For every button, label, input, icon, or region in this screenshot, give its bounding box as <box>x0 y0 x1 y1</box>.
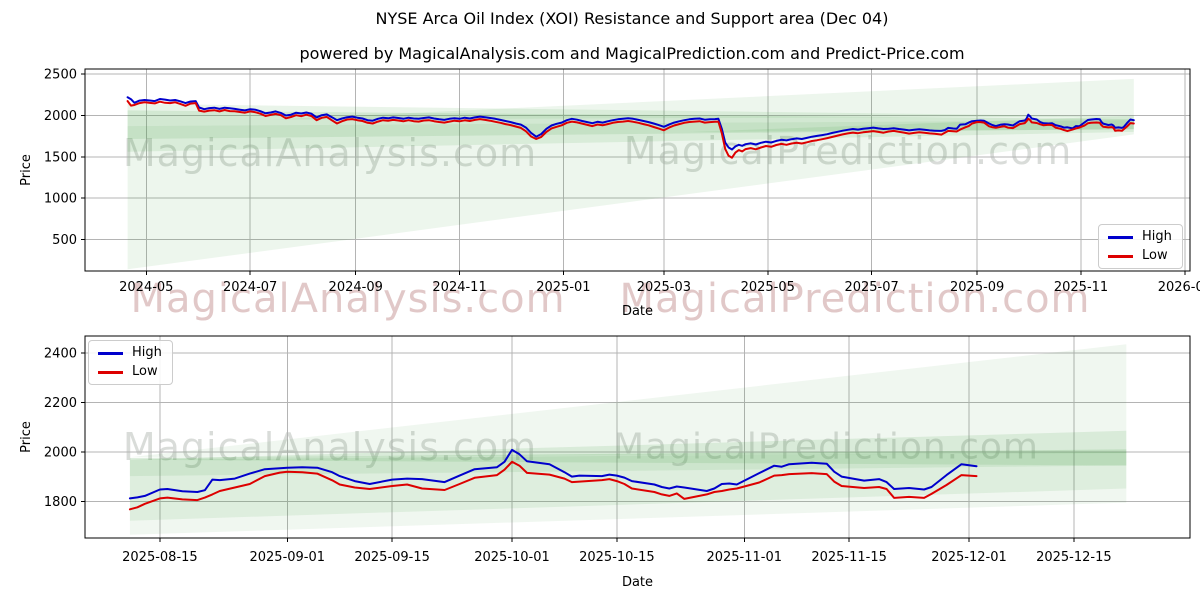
y-tick-label: 2500 <box>44 67 77 82</box>
bottom-chart: 2025-08-15 2025-09-01 2025-09-15 2025-10-01… <box>19 335 1191 590</box>
axes-frame <box>84 335 1191 539</box>
legend-label-low: Low <box>132 364 158 379</box>
x-tick-label: 2025-09 <box>950 280 1004 295</box>
legend: High Low <box>1098 224 1183 269</box>
x-tick-label: 2025-11-01 <box>706 550 782 565</box>
x-axis-label: Date <box>622 575 653 590</box>
x-tick-label: 2024-07 <box>223 280 277 295</box>
support-resistance-band <box>129 430 1127 466</box>
x-tick-label: 2025-11 <box>1054 280 1108 295</box>
y-tick-label: 2200 <box>44 396 77 411</box>
x-tick-label: 2025-08-15 <box>122 550 198 565</box>
legend-item-low: Low <box>98 365 162 379</box>
y-tick-label: 2000 <box>44 109 77 124</box>
x-tick-label: 2025-07 <box>844 280 898 295</box>
legend-item-high: High <box>1108 230 1172 244</box>
y-tick-label: 1500 <box>44 150 77 165</box>
x-tick-label: 2025-05 <box>741 280 795 295</box>
y-axis-label: Price <box>19 154 34 186</box>
x-tick-label: 2025-12-15 <box>1036 550 1112 565</box>
chart-title: NYSE Arca Oil Index (XOI) Resistance and… <box>375 9 889 28</box>
legend-label-low: Low <box>1142 248 1168 263</box>
x-tick-label: 2025-09-15 <box>354 550 430 565</box>
support-resistance-band <box>129 449 1127 521</box>
low-line <box>126 100 1135 159</box>
high-line-swatch <box>1108 235 1133 239</box>
watermark-magicalanalysis: MagicalAnalysis.com <box>122 131 538 175</box>
high-line-swatch <box>98 351 123 355</box>
x-tick-label: 2025-09-01 <box>249 550 325 565</box>
legend-item-high: High <box>98 346 162 360</box>
x-tick-label: 2024-11 <box>432 280 486 295</box>
legend-label-high: High <box>1142 229 1172 244</box>
x-tick-label: 2024-05 <box>119 280 173 295</box>
support-resistance-band <box>127 103 1134 152</box>
watermark-magicalanalysis: MagicalAnalysis.com <box>130 276 566 322</box>
support-resistance-band <box>129 488 1127 535</box>
y-axis-label: Price <box>19 421 34 453</box>
high-line <box>126 96 1135 151</box>
x-tick-label: 2025-03 <box>637 280 691 295</box>
x-tick-label: 2026-01 <box>1158 280 1200 295</box>
support-resistance-band <box>129 344 1127 458</box>
x-axis-label: Date <box>622 304 653 319</box>
low-line <box>128 460 978 511</box>
x-tick-label: 2025-12-01 <box>931 550 1007 565</box>
support-resistance-band <box>272 78 1134 120</box>
top-chart: 2024-05 2024-07 2024-09 2024-11 2025-01 2025-… <box>19 67 1200 319</box>
y-tick-label: 1000 <box>44 192 77 207</box>
x-tick-label: 2025-10-15 <box>579 550 655 565</box>
support-resistance-band <box>689 115 1134 132</box>
x-tick-label: 2025-10-01 <box>474 550 550 565</box>
legend-label-high: High <box>132 345 162 360</box>
y-tick-label: 500 <box>52 233 77 248</box>
watermark-magicalprediction: MagicalPrediction.com <box>619 276 1091 322</box>
support-resistance-band <box>127 120 1134 270</box>
low-line-swatch <box>98 370 123 374</box>
watermark-magicalanalysis: MagicalAnalysis.com <box>122 425 538 469</box>
high-line <box>128 448 978 500</box>
watermark-magicalprediction: MagicalPrediction.com <box>623 129 1073 173</box>
axes-frame <box>84 68 1191 272</box>
y-tick-label: 1800 <box>44 495 77 510</box>
y-tick-label: 2000 <box>44 445 77 460</box>
legend-item-low: Low <box>1108 249 1172 263</box>
legend: High Low <box>88 340 173 385</box>
low-line-swatch <box>1108 254 1133 258</box>
watermark-magicalprediction: MagicalPrediction.com <box>613 426 1039 468</box>
chart-subtitle: powered by MagicalAnalysis.com and Magic… <box>299 44 965 63</box>
support-resistance-band <box>129 451 1127 477</box>
x-tick-label: 2024-09 <box>329 280 383 295</box>
x-tick-label: 2025-01 <box>536 280 590 295</box>
x-tick-label: 2025-11-15 <box>811 550 887 565</box>
y-tick-label: 2400 <box>44 346 77 361</box>
